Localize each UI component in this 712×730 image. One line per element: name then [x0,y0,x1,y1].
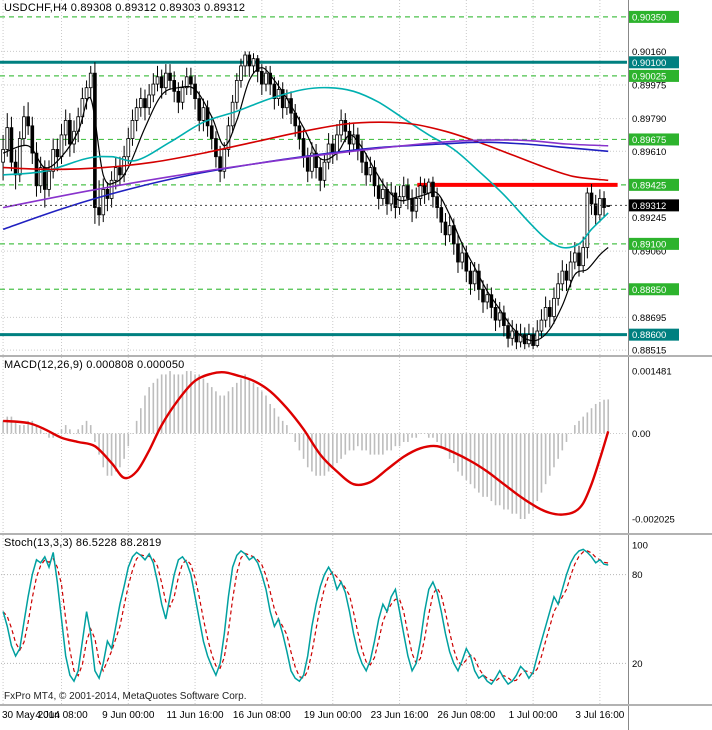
axis-tick-label: 0.89790 [632,114,666,125]
axis-tick-label: 0.001481 [632,367,672,378]
level-price-label: 0.89425 [632,180,666,191]
stochastic-canvas[interactable]: 100 80 20 [0,535,712,704]
time-axis-label: 23 Jun 16:00 [370,710,429,721]
time-axis-label: 4 Jun 08:00 [35,710,88,721]
stochastic-panel[interactable]: Stoch(13,3,3) 86.5228 88.2819 100 80 20 Fx… [0,535,712,706]
level-price-label: 0.90100 [632,58,666,69]
price-chart-panel[interactable]: USDCHF,H4 0.89308 0.89312 0.89303 0.8931… [0,0,712,357]
vertical-gridlines [2,0,601,355]
axis-tick-label: 80 [632,570,643,581]
axis-separator-line [628,706,629,730]
time-axis[interactable]: 30 May 2014 4 Jun 08:00 9 Jun 00:00 11 Jun … [0,706,712,730]
chart-symbol-title: USDCHF,H4 0.89308 0.89312 0.89303 0.8931… [4,2,246,14]
current-price-label: 0.89312 [632,201,666,212]
axis-tick-label: 20 [632,659,643,670]
time-axis-label: 16 Jun 08:00 [232,710,291,721]
platform-copyright: FxPro MT4, © 2001-2014, MetaQuotes Softw… [4,691,247,702]
price-axis[interactable]: 0.90160 0.89975 0.89790 0.89610 0.89245 0.890… [629,10,679,355]
price-chart-canvas[interactable]: 0.90160 0.89975 0.89790 0.89610 0.89245 0.890… [0,0,712,355]
macd-signal-line [3,370,610,516]
time-axis-label: 19 Jun 00:00 [303,710,362,721]
macd-indicator-title: MACD(12,26,9) 0.000808 0.000050 [4,359,185,371]
support-resistance-lines[interactable] [0,16,627,337]
axis-tick-label: 0.00 [632,429,651,440]
horizontal-gridlines [1,50,627,351]
level-price-label: 0.90350 [632,12,666,23]
macd-canvas[interactable]: 0.001481 0.00 -0.002025 [0,357,712,533]
time-axis-label: 9 Jun 00:00 [102,710,155,721]
time-axis-label: 1 Jul 00:00 [508,710,558,721]
level-price-label: 0.89675 [632,135,666,146]
axis-tick-label: 0.88515 [632,346,666,355]
axis-tick-label: 0.89975 [632,80,666,91]
stoch-main-line [2,548,609,686]
axis-tick-label: 0.89610 [632,147,666,158]
ma-blue [2,141,609,231]
axis-tick-label: 0.88695 [632,313,666,324]
level-price-label: 0.88850 [632,285,666,296]
time-axis-label: 26 Jun 08:00 [437,710,496,721]
time-axis-label: 3 Jul 16:00 [575,710,625,721]
level-price-label: 0.90025 [632,71,666,82]
macd-panel[interactable]: MACD(12,26,9) 0.000808 0.000050 0.001481… [0,357,712,535]
stoch-signal-line [2,550,609,682]
axis-tick-label: 0.89245 [632,213,666,224]
ma-purple [2,139,609,209]
time-axis-label: 11 Jun 16:00 [166,710,224,721]
ma-cyan [3,86,609,249]
stoch-axis[interactable]: 100 80 20 [632,541,648,670]
macd-histogram [2,371,610,519]
candles [1,51,611,350]
time-axis-label: 30 May 2014 [2,710,60,721]
level-price-label: 0.88600 [632,330,666,341]
macd-axis[interactable]: 0.001481 0.00 -0.002025 [632,367,675,526]
axis-tick-label: 0.89060 [632,247,666,258]
axis-tick-label: -0.002025 [632,515,675,526]
stochastic-indicator-title: Stoch(13,3,3) 86.5228 88.2819 [4,537,162,549]
level-price-label: 0.89100 [632,239,666,250]
ma-red [3,121,609,182]
axis-tick-label: 100 [632,541,648,552]
axis-tick-label: 0.90160 [632,47,666,58]
